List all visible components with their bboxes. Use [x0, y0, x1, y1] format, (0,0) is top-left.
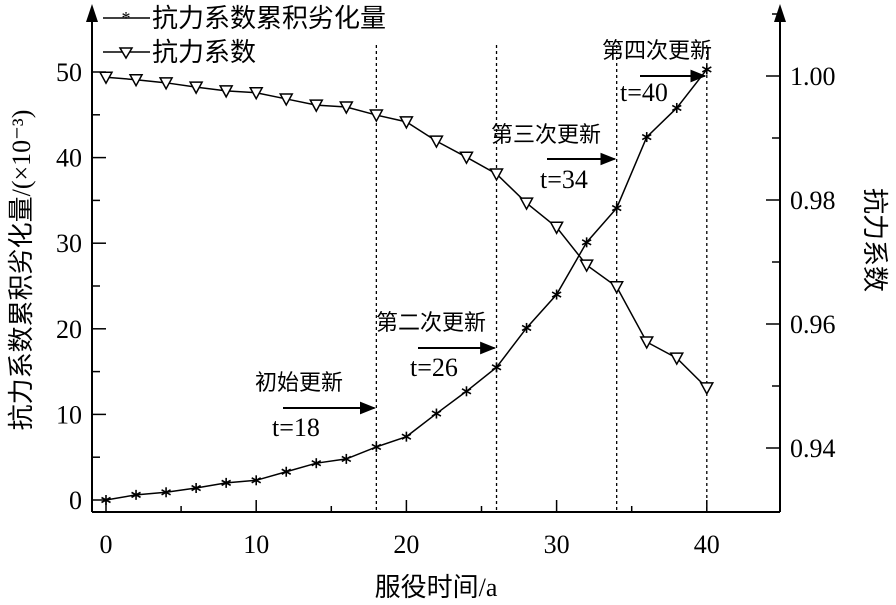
y-tick-label-right: 0.96	[790, 310, 836, 339]
data-point-asterisk	[251, 475, 262, 486]
data-point-asterisk	[371, 441, 382, 452]
data-point-asterisk	[281, 466, 292, 477]
data-point-triangle	[128, 73, 144, 88]
data-point-asterisk	[161, 487, 171, 498]
data-point-triangle	[369, 109, 384, 123]
data-point-triangle	[609, 281, 624, 295]
y-axis-left-arrow	[86, 4, 98, 22]
annotation-title: 初始更新	[255, 370, 343, 395]
data-point-triangle	[399, 116, 414, 130]
data-point-asterisk	[521, 322, 532, 333]
data-point-asterisk	[641, 132, 652, 143]
x-tick-label: 0	[100, 530, 113, 559]
data-point-triangle	[639, 336, 654, 350]
data-point-asterisk	[461, 386, 472, 397]
y-tick-label-right: 0.94	[790, 434, 836, 463]
data-point-triangle	[489, 168, 504, 182]
data-point-triangle	[98, 71, 114, 85]
data-point-asterisk	[191, 483, 202, 494]
y-tick-label-left: 10	[56, 400, 82, 429]
legend-marker-triangle	[118, 47, 134, 60]
data-point-asterisk	[401, 431, 412, 442]
data-point-triangle	[188, 81, 204, 95]
data-point-asterisk	[611, 203, 622, 214]
y-axis-label-left: 抗力系数累积劣化量/(×10⁻³)	[7, 110, 36, 431]
legend-label-coefficient: 抗力系数	[152, 38, 256, 67]
x-axis-label: 服役时间/a	[375, 573, 498, 602]
data-point-asterisk	[101, 495, 111, 505]
annotation-title: 第二次更新	[376, 310, 486, 335]
data-point-asterisk	[551, 289, 562, 300]
data-point-triangle	[218, 85, 234, 99]
data-point-asterisk	[431, 408, 442, 419]
x-tick-label: 20	[393, 530, 419, 559]
data-point-asterisk	[581, 237, 592, 248]
y-tick-label-left: 50	[56, 58, 82, 87]
data-point-asterisk	[491, 362, 502, 373]
x-tick-label: 10	[243, 530, 269, 559]
annotation-title: 第四次更新	[602, 38, 712, 63]
y-tick-label-right: 1.00	[790, 62, 836, 91]
data-point-asterisk	[131, 489, 141, 500]
axes: 0 10 20 30 40 0 10 20 30 40 50 0.94 0.96 0.98 1.00	[56, 4, 836, 559]
annotations: 初始更新 t=18 第二次更新 t=26 第三次更新 t=34 第四次更新 t=40	[255, 38, 712, 512]
data-point-asterisk	[311, 458, 322, 469]
legend-label-degradation: 抗力系数累积劣化量	[152, 4, 386, 33]
data-point-triangle	[429, 135, 444, 149]
data-point-asterisk	[341, 453, 352, 464]
y-axis-label-right: 抗力系数	[860, 188, 889, 292]
data-point-triangle	[549, 221, 564, 235]
y-tick-label-left: 40	[56, 144, 82, 173]
x-tick-label: 40	[694, 530, 720, 559]
data-point-triangle	[248, 86, 264, 101]
data-point-triangle	[459, 151, 474, 165]
data-point-triangle	[669, 352, 685, 366]
y-tick-label-right: 0.98	[790, 186, 836, 215]
annotation-label: t=40	[620, 78, 668, 107]
data-point-triangle	[309, 99, 324, 113]
data-point-triangle	[339, 101, 354, 115]
series	[98, 64, 715, 505]
data-point-triangle	[158, 77, 174, 91]
y-tick-label-left: 20	[56, 315, 82, 344]
y-tick-label-left: 30	[56, 229, 82, 258]
annotation-label: t=26	[410, 353, 458, 382]
data-point-triangle	[699, 382, 715, 396]
y-tick-label-left: 0	[69, 486, 82, 515]
legend: * 抗力系数累积劣化量 抗力系数	[103, 4, 386, 67]
data-point-triangle	[519, 197, 534, 211]
annotation-label: t=18	[272, 413, 320, 442]
data-point-asterisk	[221, 477, 232, 488]
annotation-title: 第三次更新	[491, 122, 601, 147]
y-axis-right-arrow	[774, 4, 786, 22]
data-point-asterisk	[671, 102, 682, 113]
x-tick-label: 30	[544, 530, 570, 559]
data-point-triangle	[579, 259, 594, 273]
annotation-label: t=34	[540, 165, 588, 194]
legend-marker-asterisk: *	[122, 8, 131, 28]
data-point-asterisk	[701, 64, 712, 75]
data-point-triangle	[278, 93, 294, 107]
